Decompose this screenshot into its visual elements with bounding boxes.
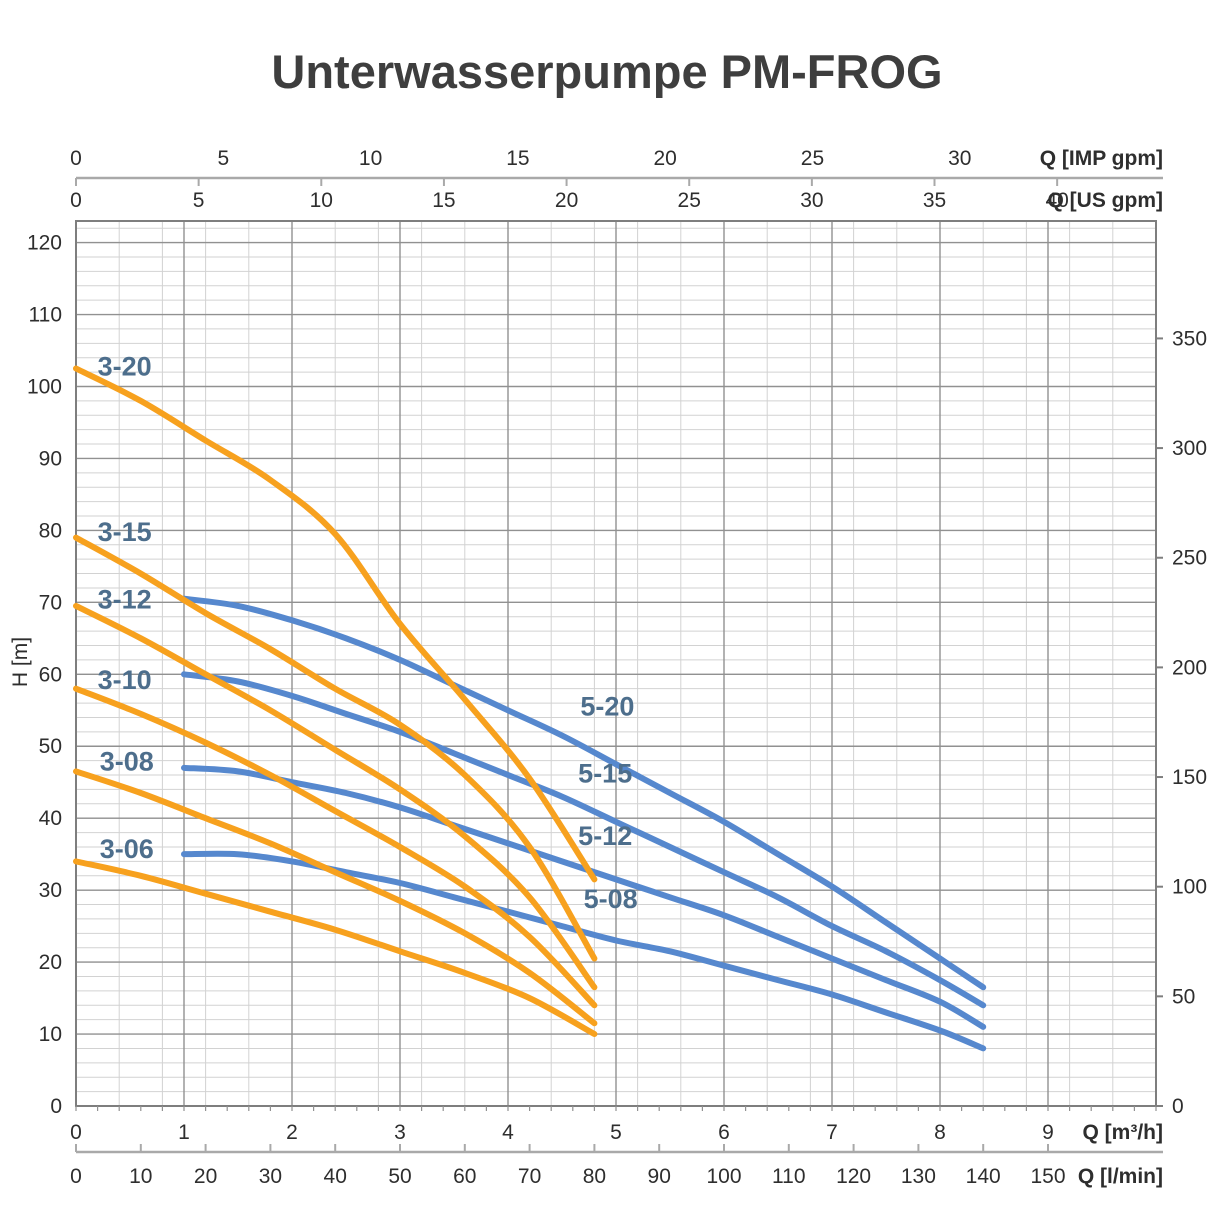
bottom-m3h-tick-label: 1 bbox=[178, 1121, 190, 1144]
bottom-m3h-tick-label: 8 bbox=[934, 1121, 946, 1144]
top-imp-tick-label: 0 bbox=[70, 147, 82, 170]
top-imp-tick-label: 20 bbox=[654, 147, 677, 170]
curve-5-20 bbox=[181, 595, 987, 991]
bottom-m3h-axis-title: Q [m³/h] bbox=[1083, 1121, 1163, 1144]
left-tick-label: 90 bbox=[39, 447, 62, 470]
curve-label-5-08: 5-08 bbox=[584, 884, 638, 914]
curve-label-5-12: 5-12 bbox=[578, 821, 632, 851]
curves bbox=[73, 365, 987, 1052]
curve-label-3-15: 3-15 bbox=[98, 517, 152, 547]
bottom-lmin-tick-label: 120 bbox=[836, 1165, 871, 1188]
bottom-lmin-tick-label: 50 bbox=[388, 1165, 411, 1188]
top-us-axis-title: Q [US gpm] bbox=[1048, 189, 1164, 212]
right-tick-label: 0 bbox=[1172, 1095, 1184, 1118]
top-imp-tick-label: 25 bbox=[801, 147, 824, 170]
bottom-m3h-tick-label: 9 bbox=[1042, 1121, 1054, 1144]
top-us-tick-label: 5 bbox=[193, 189, 205, 212]
bottom-lmin-tick-label: 90 bbox=[648, 1165, 671, 1188]
bottom-m3h-tick-label: 7 bbox=[826, 1121, 838, 1144]
top-us-tick-label: 0 bbox=[70, 189, 82, 212]
bottom-lmin-tick-label: 10 bbox=[129, 1165, 152, 1188]
curve-3-06 bbox=[73, 858, 598, 1037]
bottom-m3h-tick-label: 4 bbox=[502, 1121, 514, 1144]
bottom-lmin-tick-label: 60 bbox=[453, 1165, 476, 1188]
left-tick-label: 100 bbox=[27, 375, 62, 398]
left-tick-label: 80 bbox=[39, 519, 62, 542]
top-imp-tick-label: 10 bbox=[359, 147, 382, 170]
bottom-m3h-tick-label: 0 bbox=[70, 1121, 82, 1144]
curve-3-15 bbox=[73, 534, 598, 962]
left-axis-title: H [m] bbox=[9, 637, 32, 687]
curve-5-15 bbox=[181, 671, 987, 1009]
bottom-m3h-tick-label: 6 bbox=[718, 1121, 730, 1144]
top-us-tick-label: 30 bbox=[800, 189, 823, 212]
left-tick-label: 0 bbox=[50, 1095, 62, 1118]
bottom-m3h-tick-label: 3 bbox=[394, 1121, 406, 1144]
page-title: Unterwasserpumpe PM-FROG bbox=[271, 45, 943, 98]
left-tick-label: 70 bbox=[39, 591, 62, 614]
bottom-lmin-tick-label: 30 bbox=[259, 1165, 282, 1188]
bottom-lmin-tick-label: 70 bbox=[518, 1165, 541, 1188]
curve-3-10 bbox=[73, 685, 598, 1009]
left-tick-label: 60 bbox=[39, 663, 62, 686]
top-imp-tick-label: 5 bbox=[217, 147, 229, 170]
top-imp-tick-label: 30 bbox=[948, 147, 971, 170]
top-imp-axis-title: Q [IMP gpm] bbox=[1040, 147, 1163, 170]
top-imp-tick-label: 15 bbox=[506, 147, 529, 170]
bottom-lmin-axis-title: Q [l/min] bbox=[1078, 1165, 1163, 1188]
left-tick-label: 20 bbox=[39, 951, 62, 974]
curve-label-5-20: 5-20 bbox=[580, 692, 634, 722]
right-axis-ticks bbox=[1156, 337, 1163, 1107]
curve-3-12 bbox=[73, 602, 598, 991]
right-tick-label: 300 bbox=[1172, 437, 1207, 460]
bottom-lmin-tick-label: 130 bbox=[901, 1165, 936, 1188]
right-tick-label: 250 bbox=[1172, 547, 1207, 570]
top-us-tick-label: 10 bbox=[310, 189, 333, 212]
curve-label-3-08: 3-08 bbox=[100, 746, 154, 776]
bottom-lmin-tick-label: 0 bbox=[70, 1165, 82, 1188]
curve-label-5-15: 5-15 bbox=[578, 759, 632, 789]
curve-label-3-10: 3-10 bbox=[98, 665, 152, 695]
top-us-tick-label: 15 bbox=[432, 189, 455, 212]
right-tick-label: 150 bbox=[1172, 766, 1207, 789]
top-us-tick-label: 40 bbox=[1045, 189, 1068, 212]
left-tick-label: 10 bbox=[39, 1023, 62, 1046]
curve-label-3-20: 3-20 bbox=[98, 351, 152, 381]
top-us-tick-label: 20 bbox=[555, 189, 578, 212]
left-tick-label: 50 bbox=[39, 735, 62, 758]
bottom-m3h-tick-label: 5 bbox=[610, 1121, 622, 1144]
right-tick-label: 350 bbox=[1172, 327, 1207, 350]
bottom-lmin-tick-label: 80 bbox=[583, 1165, 606, 1188]
left-tick-label: 40 bbox=[39, 807, 62, 830]
bottom-lmin-tick-label: 40 bbox=[324, 1165, 347, 1188]
curve-labels: 5-20 5-15 5-12 5-08 3-20 3-15 3-12 3-10 3-08 3-06 bbox=[98, 351, 638, 913]
curve-label-3-12: 3-12 bbox=[98, 584, 152, 614]
bottom-lmin-tick-label: 110 bbox=[772, 1165, 805, 1188]
top-us-tick-label: 25 bbox=[678, 189, 701, 212]
bottom-edge-ticks bbox=[75, 1106, 1157, 1111]
bottom-lmin-tick-label: 140 bbox=[966, 1165, 1001, 1188]
bottom-lmin-tick-label: 20 bbox=[194, 1165, 217, 1188]
bottom-lmin-tick-label: 150 bbox=[1030, 1165, 1065, 1188]
grid-major bbox=[75, 221, 1157, 1107]
top-us-tick-label: 35 bbox=[923, 189, 946, 212]
bottom-lmin-tick-label: 100 bbox=[706, 1165, 741, 1188]
right-tick-label: 50 bbox=[1172, 985, 1195, 1008]
left-tick-label: 120 bbox=[27, 232, 62, 255]
left-tick-label: 30 bbox=[39, 879, 62, 902]
curve-3-20 bbox=[73, 365, 598, 883]
bottom-m3h-tick-label: 2 bbox=[286, 1121, 298, 1144]
left-tick-label: 110 bbox=[29, 304, 62, 327]
right-tick-label: 100 bbox=[1172, 876, 1207, 899]
right-tick-label: 200 bbox=[1172, 656, 1207, 679]
curve-3-08 bbox=[73, 768, 598, 1027]
curve-label-3-06: 3-06 bbox=[100, 834, 154, 864]
